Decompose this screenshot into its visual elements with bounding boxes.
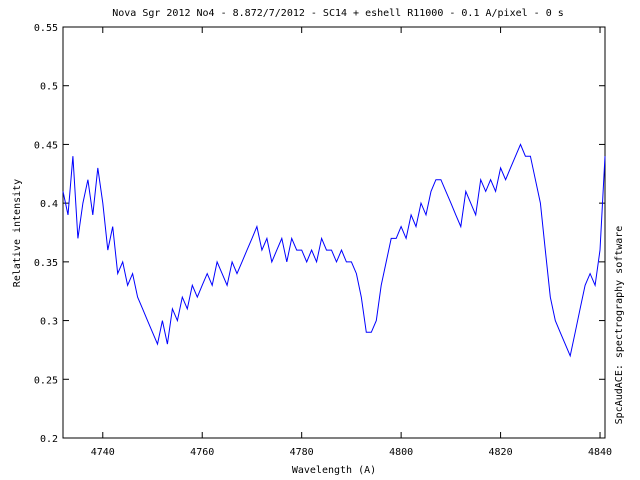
y-tick-label: 0.55	[34, 23, 58, 34]
spectrum-series-line	[62, 143, 606, 358]
y-tick-label: 0.2	[40, 434, 58, 445]
chart-title: Nova Sgr 2012 No4 - 8.872/7/2012 - SC14 …	[112, 8, 564, 19]
x-tick-label: 4740	[91, 447, 115, 458]
y-tick-label: 0.45	[34, 140, 58, 151]
software-credit-label: SpcAudACE: spectrography software	[614, 226, 625, 425]
y-tick-label: 0.4	[40, 199, 58, 210]
y-axis-label: Relative intensity	[12, 179, 23, 287]
x-tick-label: 4760	[190, 447, 214, 458]
y-axis-ticks: 0.2 0.25 0.3 0.35 0.4 0.45 0.5 0.55	[34, 23, 605, 445]
x-tick-label: 4800	[389, 447, 413, 458]
x-axis-ticks: 4740 4760 4780 4800 4820 4840	[91, 27, 612, 458]
y-tick-label: 0.25	[34, 375, 58, 386]
plot-frame	[62, 26, 606, 439]
y-tick-label: 0.35	[34, 258, 58, 269]
x-axis-label: Wavelength (A)	[292, 465, 376, 476]
x-tick-label: 4840	[588, 447, 612, 458]
x-tick-label: 4780	[290, 447, 314, 458]
y-tick-label: 0.5	[40, 82, 58, 93]
x-tick-label: 4820	[489, 447, 513, 458]
y-tick-label: 0.3	[40, 317, 58, 328]
